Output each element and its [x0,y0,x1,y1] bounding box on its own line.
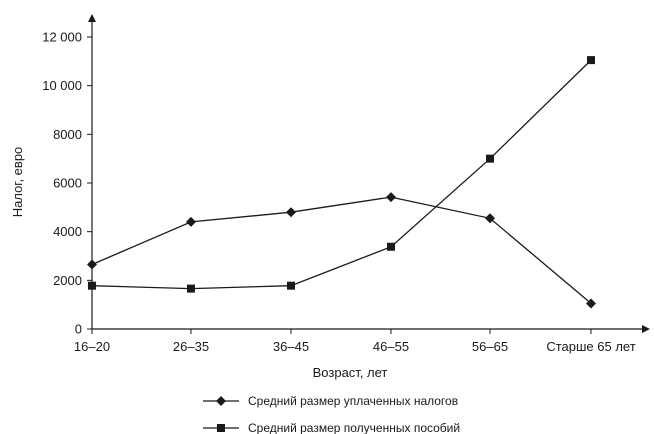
series-1 [87,192,596,309]
series-line [91,59,592,290]
legend-label: Средний размер уплаченных налогов [248,394,458,408]
data-point-square [187,284,195,293]
data-point-diamond [586,298,596,309]
data-point-diamond [87,259,97,270]
data-point-square [287,281,295,290]
y-tick-label: 12 000 [42,30,82,45]
y-axis-ticks: 0 2000 4000 6000 8000 10 000 12 000 [42,30,92,337]
y-tick-label: 0 [75,322,82,337]
data-point-square [387,242,395,251]
x-axis-arrow [642,325,650,333]
legend-label: Средний размер полученных пособий [248,421,460,434]
data-point-diamond [286,207,296,218]
legend-item-2: Средний размер полученных пособий [203,421,460,434]
legend-marker-square [217,424,225,432]
data-point-square [587,56,595,65]
series-line [91,196,592,304]
x-tick-label: 36–45 [273,339,309,354]
legend: Средний размер уплаченных налогов Средний… [203,394,460,434]
x-tick-label: 16–20 [74,339,110,354]
x-tick-label: 56–65 [472,339,508,354]
x-tick-label: 46–55 [373,339,409,354]
y-tick-label: 10 000 [42,78,82,93]
x-axis-ticks: 16–20 26–35 36–45 46–55 56–65 Старше 65 лет [74,329,636,354]
y-tick-label: 8000 [53,127,82,142]
data-point-diamond [386,192,396,203]
data-point-diamond [485,213,495,224]
x-axis-title: Возраст, лет [313,365,388,380]
data-point-diamond [186,216,196,227]
legend-item-1: Средний размер уплаченных налогов [203,394,458,408]
axes [88,14,650,333]
series-2 [88,56,595,293]
legend-marker-diamond [216,396,226,406]
y-axis-title: Налог, евро [10,147,25,218]
x-tick-label: Старше 65 лет [546,339,635,354]
x-tick-label: 26–35 [173,339,209,354]
data-point-square [486,154,494,163]
y-axis-arrow [88,14,96,22]
data-point-square [88,281,96,290]
y-tick-label: 6000 [53,176,82,191]
y-tick-label: 4000 [53,224,82,239]
series-layer [87,56,596,309]
y-tick-label: 2000 [53,273,82,288]
